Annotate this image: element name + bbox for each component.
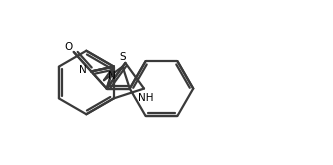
Text: N: N (79, 65, 87, 75)
Text: O: O (65, 42, 73, 52)
Text: NH: NH (138, 93, 154, 103)
Text: S: S (119, 52, 126, 63)
Text: N: N (108, 71, 116, 81)
